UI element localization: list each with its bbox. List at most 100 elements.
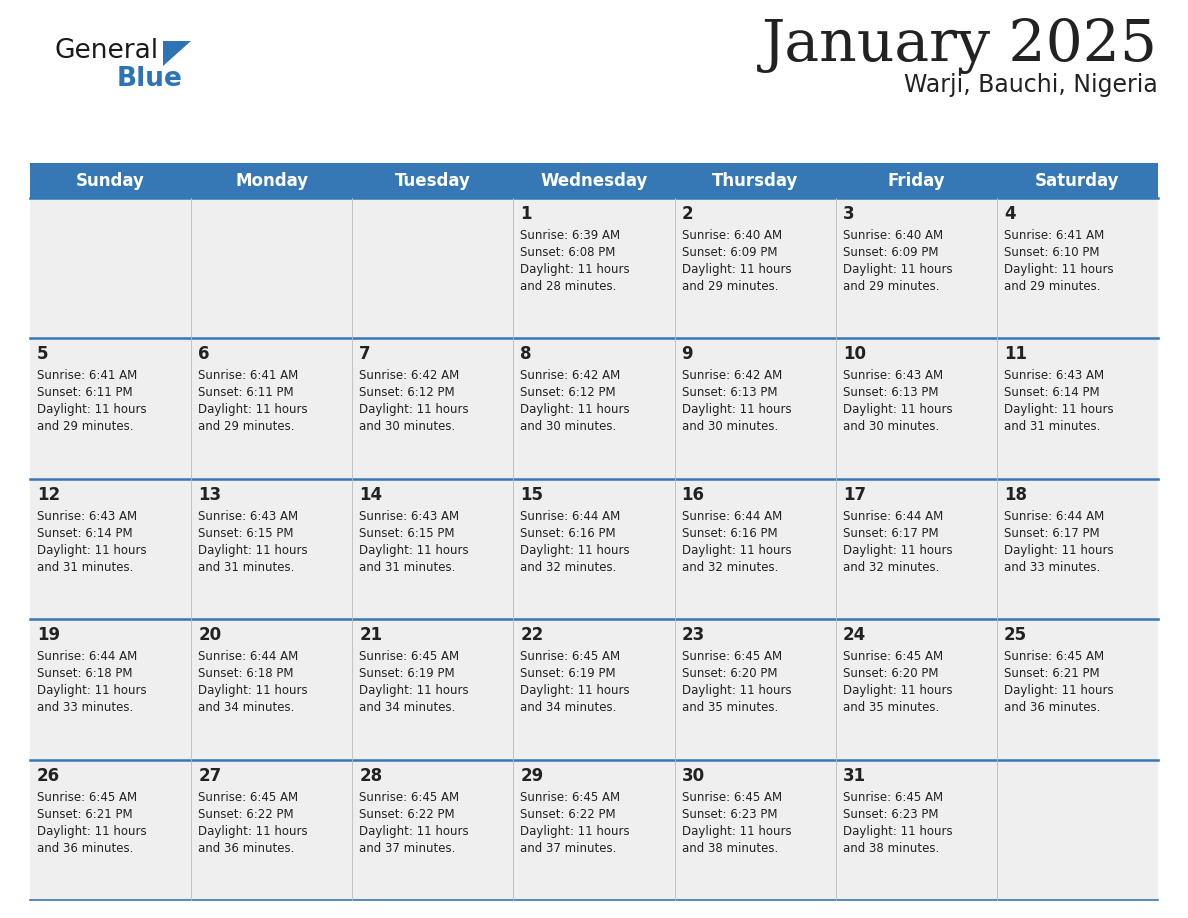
Text: Daylight: 11 hours: Daylight: 11 hours	[1004, 543, 1113, 557]
Text: Daylight: 11 hours: Daylight: 11 hours	[520, 824, 630, 837]
Text: Daylight: 11 hours: Daylight: 11 hours	[359, 684, 469, 697]
Text: Friday: Friday	[887, 172, 946, 189]
Text: 12: 12	[37, 486, 61, 504]
Text: and 29 minutes.: and 29 minutes.	[37, 420, 133, 433]
Text: 16: 16	[682, 486, 704, 504]
Text: and 36 minutes.: and 36 minutes.	[198, 842, 295, 855]
Text: Sunrise: 6:45 AM: Sunrise: 6:45 AM	[682, 790, 782, 803]
Text: and 33 minutes.: and 33 minutes.	[37, 701, 133, 714]
Text: Sunset: 6:11 PM: Sunset: 6:11 PM	[198, 386, 293, 399]
Text: Sunrise: 6:39 AM: Sunrise: 6:39 AM	[520, 229, 620, 242]
Text: 27: 27	[198, 767, 221, 785]
Text: and 31 minutes.: and 31 minutes.	[359, 561, 456, 574]
Text: and 35 minutes.: and 35 minutes.	[842, 701, 939, 714]
Text: 8: 8	[520, 345, 532, 364]
Text: Sunrise: 6:41 AM: Sunrise: 6:41 AM	[37, 369, 138, 383]
Text: Sunrise: 6:45 AM: Sunrise: 6:45 AM	[520, 650, 620, 663]
Text: Sunrise: 6:44 AM: Sunrise: 6:44 AM	[1004, 509, 1104, 522]
Text: Daylight: 11 hours: Daylight: 11 hours	[682, 543, 791, 557]
Text: Sunrise: 6:45 AM: Sunrise: 6:45 AM	[520, 790, 620, 803]
Text: and 36 minutes.: and 36 minutes.	[1004, 701, 1100, 714]
Text: Blue: Blue	[116, 66, 183, 92]
Text: Daylight: 11 hours: Daylight: 11 hours	[682, 824, 791, 837]
Text: Sunrise: 6:40 AM: Sunrise: 6:40 AM	[842, 229, 943, 242]
Text: Sunset: 6:19 PM: Sunset: 6:19 PM	[520, 667, 617, 680]
Text: Sunset: 6:17 PM: Sunset: 6:17 PM	[1004, 527, 1099, 540]
Text: and 37 minutes.: and 37 minutes.	[520, 842, 617, 855]
Text: and 38 minutes.: and 38 minutes.	[842, 842, 939, 855]
Text: 5: 5	[37, 345, 49, 364]
Text: 15: 15	[520, 486, 543, 504]
Text: 28: 28	[359, 767, 383, 785]
Text: Daylight: 11 hours: Daylight: 11 hours	[682, 684, 791, 697]
Text: Sunrise: 6:43 AM: Sunrise: 6:43 AM	[1004, 369, 1104, 383]
Text: Sunrise: 6:44 AM: Sunrise: 6:44 AM	[682, 509, 782, 522]
Text: Wednesday: Wednesday	[541, 172, 647, 189]
Text: Sunrise: 6:43 AM: Sunrise: 6:43 AM	[359, 509, 460, 522]
Text: Sunset: 6:16 PM: Sunset: 6:16 PM	[682, 527, 777, 540]
Text: 26: 26	[37, 767, 61, 785]
Text: Daylight: 11 hours: Daylight: 11 hours	[842, 543, 953, 557]
Text: Daylight: 11 hours: Daylight: 11 hours	[198, 684, 308, 697]
Text: and 34 minutes.: and 34 minutes.	[520, 701, 617, 714]
Bar	[191, 163, 353, 198]
Text: Sunset: 6:21 PM: Sunset: 6:21 PM	[1004, 667, 1099, 680]
Text: Daylight: 11 hours: Daylight: 11 hours	[1004, 263, 1113, 276]
Text: 6: 6	[198, 345, 209, 364]
Text: 31: 31	[842, 767, 866, 785]
Text: Sunset: 6:19 PM: Sunset: 6:19 PM	[359, 667, 455, 680]
Bar	[997, 163, 1158, 198]
Text: Sunrise: 6:43 AM: Sunrise: 6:43 AM	[198, 509, 298, 522]
Text: Daylight: 11 hours: Daylight: 11 hours	[359, 824, 469, 837]
Text: and 29 minutes.: and 29 minutes.	[198, 420, 295, 433]
Bar	[30, 163, 191, 198]
Text: Saturday: Saturday	[1035, 172, 1119, 189]
Text: Sunrise: 6:45 AM: Sunrise: 6:45 AM	[842, 790, 943, 803]
Text: Sunrise: 6:43 AM: Sunrise: 6:43 AM	[37, 509, 137, 522]
Text: 9: 9	[682, 345, 693, 364]
Text: 23: 23	[682, 626, 704, 644]
Text: Daylight: 11 hours: Daylight: 11 hours	[37, 684, 146, 697]
Text: 25: 25	[1004, 626, 1026, 644]
Text: Tuesday: Tuesday	[394, 172, 470, 189]
Text: and 28 minutes.: and 28 minutes.	[520, 280, 617, 293]
Text: Sunrise: 6:42 AM: Sunrise: 6:42 AM	[359, 369, 460, 383]
Text: Daylight: 11 hours: Daylight: 11 hours	[682, 263, 791, 276]
Bar	[835, 163, 997, 198]
Text: Daylight: 11 hours: Daylight: 11 hours	[842, 403, 953, 417]
Text: Sunrise: 6:44 AM: Sunrise: 6:44 AM	[842, 509, 943, 522]
Text: Sunrise: 6:45 AM: Sunrise: 6:45 AM	[37, 790, 137, 803]
Text: Daylight: 11 hours: Daylight: 11 hours	[520, 263, 630, 276]
Text: and 34 minutes.: and 34 minutes.	[198, 701, 295, 714]
Text: Sunrise: 6:45 AM: Sunrise: 6:45 AM	[359, 790, 460, 803]
Bar	[353, 163, 513, 198]
Text: 18: 18	[1004, 486, 1026, 504]
Text: Sunset: 6:15 PM: Sunset: 6:15 PM	[198, 527, 293, 540]
Text: and 38 minutes.: and 38 minutes.	[682, 842, 778, 855]
Text: Daylight: 11 hours: Daylight: 11 hours	[520, 684, 630, 697]
Text: and 29 minutes.: and 29 minutes.	[1004, 280, 1100, 293]
Bar	[675, 163, 835, 198]
Text: 4: 4	[1004, 205, 1016, 223]
Bar	[30, 339, 1158, 479]
Text: Sunset: 6:18 PM: Sunset: 6:18 PM	[198, 667, 293, 680]
Text: Daylight: 11 hours: Daylight: 11 hours	[842, 263, 953, 276]
Text: Sunrise: 6:45 AM: Sunrise: 6:45 AM	[1004, 650, 1104, 663]
Text: 11: 11	[1004, 345, 1026, 364]
Text: and 33 minutes.: and 33 minutes.	[1004, 561, 1100, 574]
Text: Sunrise: 6:45 AM: Sunrise: 6:45 AM	[198, 790, 298, 803]
Text: Sunset: 6:23 PM: Sunset: 6:23 PM	[682, 808, 777, 821]
Text: Daylight: 11 hours: Daylight: 11 hours	[359, 403, 469, 417]
Text: and 32 minutes.: and 32 minutes.	[842, 561, 939, 574]
Text: Daylight: 11 hours: Daylight: 11 hours	[37, 824, 146, 837]
Text: Sunset: 6:09 PM: Sunset: 6:09 PM	[682, 246, 777, 259]
Text: Daylight: 11 hours: Daylight: 11 hours	[198, 543, 308, 557]
Text: Daylight: 11 hours: Daylight: 11 hours	[842, 684, 953, 697]
Text: 24: 24	[842, 626, 866, 644]
Bar	[30, 620, 1158, 759]
Text: Sunrise: 6:42 AM: Sunrise: 6:42 AM	[682, 369, 782, 383]
Text: Daylight: 11 hours: Daylight: 11 hours	[359, 543, 469, 557]
Text: Sunset: 6:20 PM: Sunset: 6:20 PM	[842, 667, 939, 680]
Text: Sunrise: 6:40 AM: Sunrise: 6:40 AM	[682, 229, 782, 242]
Text: January 2025: January 2025	[762, 18, 1158, 74]
